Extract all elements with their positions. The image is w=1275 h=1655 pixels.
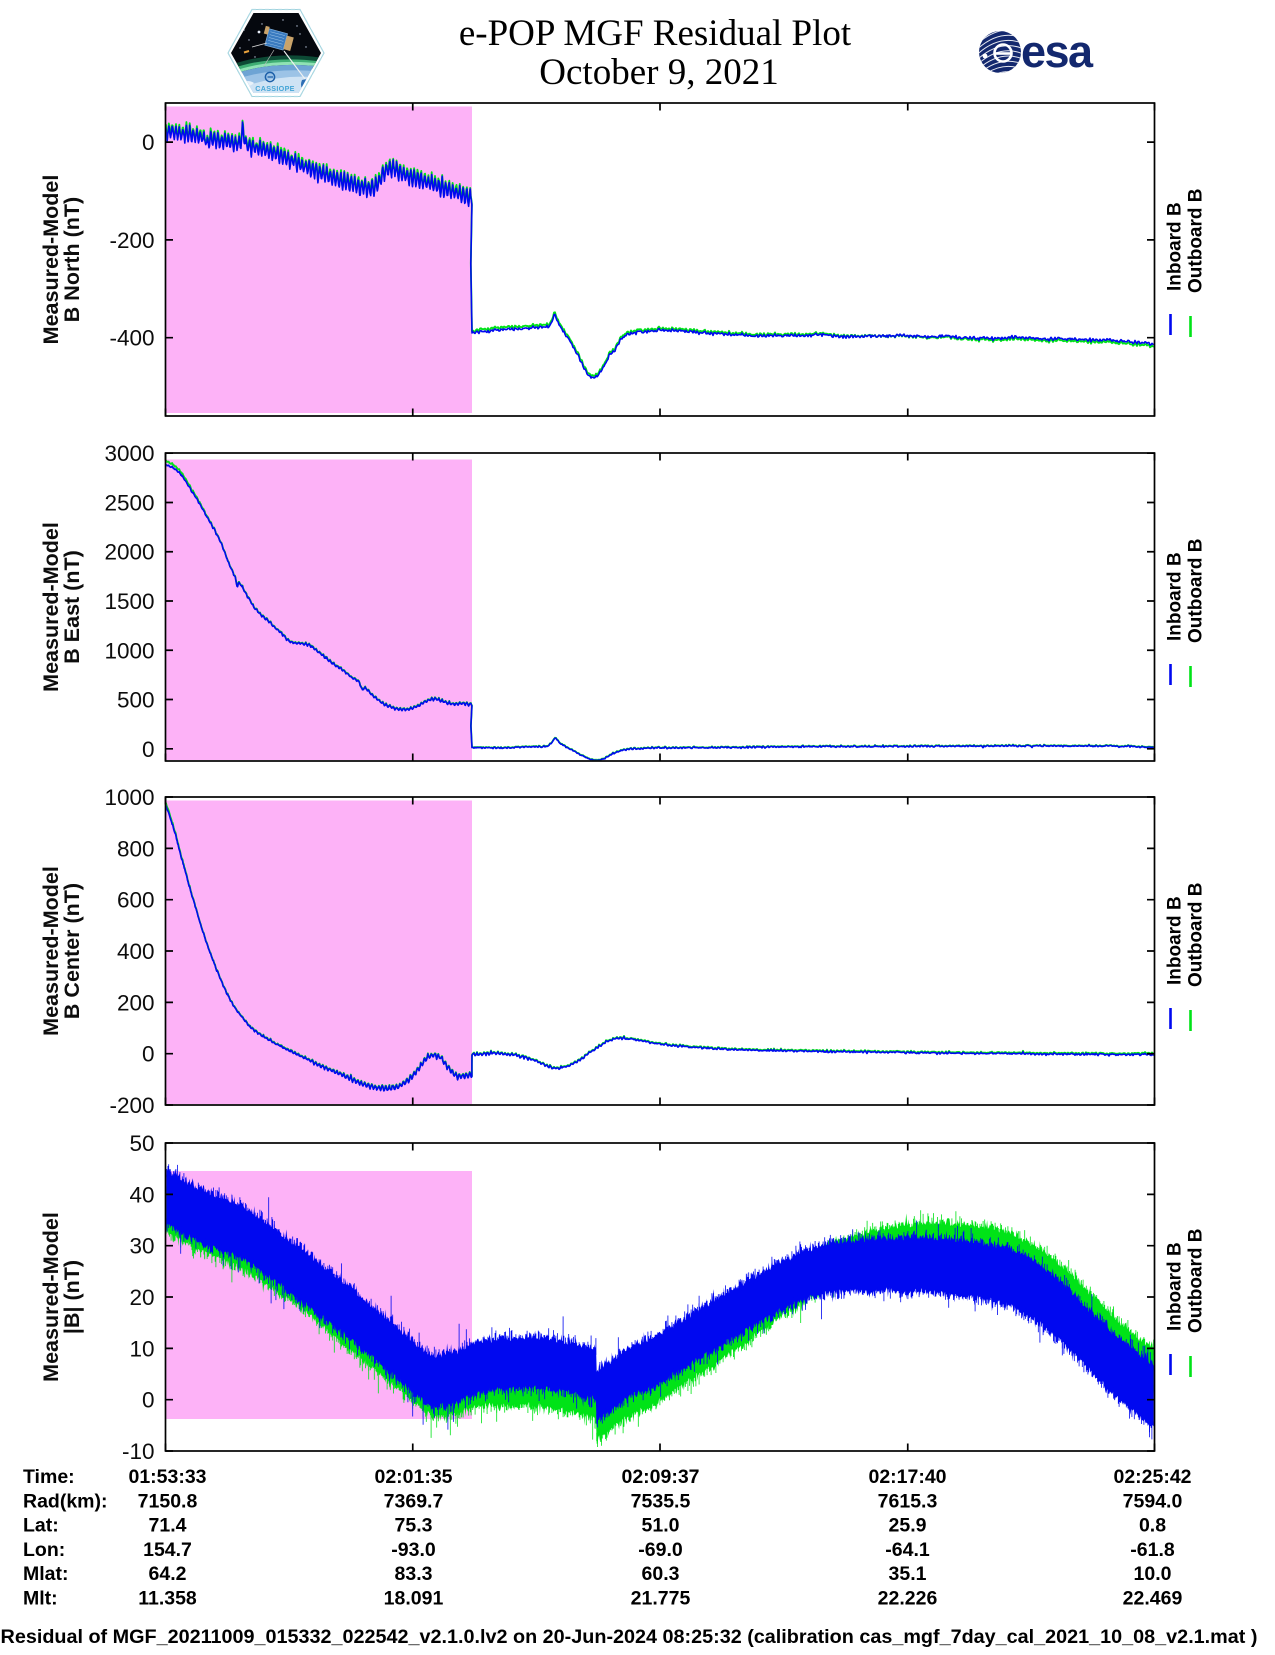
svg-text:Lon:: Lon: (23, 1539, 65, 1561)
svg-text:1000: 1000 (104, 785, 154, 810)
svg-text:B North (nT): B North (nT) (60, 197, 84, 322)
svg-text:Mlt:: Mlt: (23, 1588, 58, 1610)
svg-text:0.8: 0.8 (1139, 1515, 1166, 1537)
svg-text:200: 200 (117, 990, 155, 1015)
svg-text:02:25:42: 02:25:42 (1113, 1466, 1191, 1488)
svg-text:500: 500 (117, 688, 155, 713)
svg-text:Measured-Model: Measured-Model (39, 522, 63, 692)
svg-text:0: 0 (142, 130, 155, 155)
svg-text:-200: -200 (109, 1093, 154, 1118)
svg-text:e-POP MGF Residual Plot: e-POP MGF Residual Plot (459, 13, 852, 54)
svg-text:2000: 2000 (104, 540, 154, 565)
svg-text:7535.5: 7535.5 (631, 1490, 691, 1512)
svg-text:B Center (nT): B Center (nT) (60, 883, 84, 1019)
svg-text:Mlat:: Mlat: (23, 1563, 69, 1585)
svg-text:1500: 1500 (104, 589, 154, 614)
svg-text:Outboard B: Outboard B (1186, 539, 1207, 644)
svg-text:7594.0: 7594.0 (1123, 1490, 1183, 1512)
svg-text:Inboard B: Inboard B (1165, 552, 1186, 641)
svg-text:Measured-Model: Measured-Model (39, 175, 63, 345)
svg-text:71.4: 71.4 (149, 1515, 187, 1537)
svg-text:-64.1: -64.1 (885, 1539, 930, 1561)
svg-text:esa: esa (1021, 26, 1094, 77)
svg-text:400: 400 (117, 939, 155, 964)
svg-text:22.469: 22.469 (1123, 1588, 1183, 1610)
svg-text:0: 0 (142, 1042, 155, 1067)
svg-text:Rad(km):: Rad(km): (23, 1490, 108, 1512)
svg-text:20: 20 (129, 1285, 154, 1310)
svg-text:10: 10 (129, 1336, 154, 1361)
svg-text:Inboard B: Inboard B (1165, 896, 1186, 985)
svg-text:Outboard B: Outboard B (1186, 883, 1207, 988)
svg-text:02:01:35: 02:01:35 (374, 1466, 452, 1488)
svg-text:30: 30 (129, 1234, 154, 1259)
svg-text:1000: 1000 (104, 638, 154, 663)
svg-text:51.0: 51.0 (642, 1515, 680, 1537)
svg-text:22.226: 22.226 (878, 1588, 938, 1610)
svg-text:0: 0 (142, 737, 155, 762)
svg-text:3000: 3000 (104, 441, 154, 466)
svg-text:B East (nT): B East (nT) (60, 550, 84, 663)
svg-text:600: 600 (117, 888, 155, 913)
svg-text:64.2: 64.2 (149, 1563, 187, 1585)
svg-text:Residual of MGF_20211009_01533: Residual of MGF_20211009_015332_022542_v… (1, 1626, 1258, 1648)
svg-text:18.091: 18.091 (384, 1588, 444, 1610)
svg-text:|B| (nT): |B| (nT) (60, 1260, 84, 1334)
svg-text:02:17:40: 02:17:40 (868, 1466, 946, 1488)
svg-text:83.3: 83.3 (395, 1563, 433, 1585)
svg-text:154.7: 154.7 (143, 1539, 192, 1561)
svg-text:Time:: Time: (23, 1466, 75, 1488)
svg-text:Measured-Model: Measured-Model (39, 1212, 63, 1382)
svg-text:CASSIOPE: CASSIOPE (255, 84, 295, 93)
svg-text:7150.8: 7150.8 (138, 1490, 198, 1512)
svg-text:October 9, 2021: October 9, 2021 (539, 52, 778, 93)
svg-text:02:09:37: 02:09:37 (621, 1466, 699, 1488)
svg-text:-10: -10 (122, 1439, 155, 1464)
svg-text:-200: -200 (109, 228, 154, 253)
svg-text:Inboard B: Inboard B (1165, 1242, 1186, 1331)
svg-text:800: 800 (117, 836, 155, 861)
svg-text:21.775: 21.775 (631, 1588, 691, 1610)
svg-text:Measured-Model: Measured-Model (39, 866, 63, 1036)
svg-text:Outboard B: Outboard B (1186, 189, 1207, 294)
svg-text:11.358: 11.358 (138, 1588, 197, 1610)
svg-text:40: 40 (129, 1182, 154, 1207)
svg-text:-69.0: -69.0 (638, 1539, 683, 1561)
svg-text:50: 50 (129, 1131, 154, 1156)
svg-text:Lat:: Lat: (23, 1515, 59, 1537)
svg-text:25.9: 25.9 (889, 1515, 927, 1537)
svg-text:-400: -400 (109, 326, 154, 351)
svg-text:Outboard B: Outboard B (1186, 1229, 1207, 1334)
svg-text:0: 0 (142, 1388, 155, 1413)
svg-text:35.1: 35.1 (889, 1563, 927, 1585)
svg-text:75.3: 75.3 (395, 1515, 433, 1537)
svg-text:-93.0: -93.0 (391, 1539, 436, 1561)
svg-text:2500: 2500 (104, 490, 154, 515)
svg-text:10.0: 10.0 (1134, 1563, 1172, 1585)
svg-text:7369.7: 7369.7 (384, 1490, 444, 1512)
svg-text:01:53:33: 01:53:33 (128, 1466, 206, 1488)
svg-text:7615.3: 7615.3 (878, 1490, 938, 1512)
svg-text:Inboard B: Inboard B (1165, 202, 1186, 291)
svg-text:-61.8: -61.8 (1130, 1539, 1175, 1561)
svg-text:60.3: 60.3 (642, 1563, 680, 1585)
